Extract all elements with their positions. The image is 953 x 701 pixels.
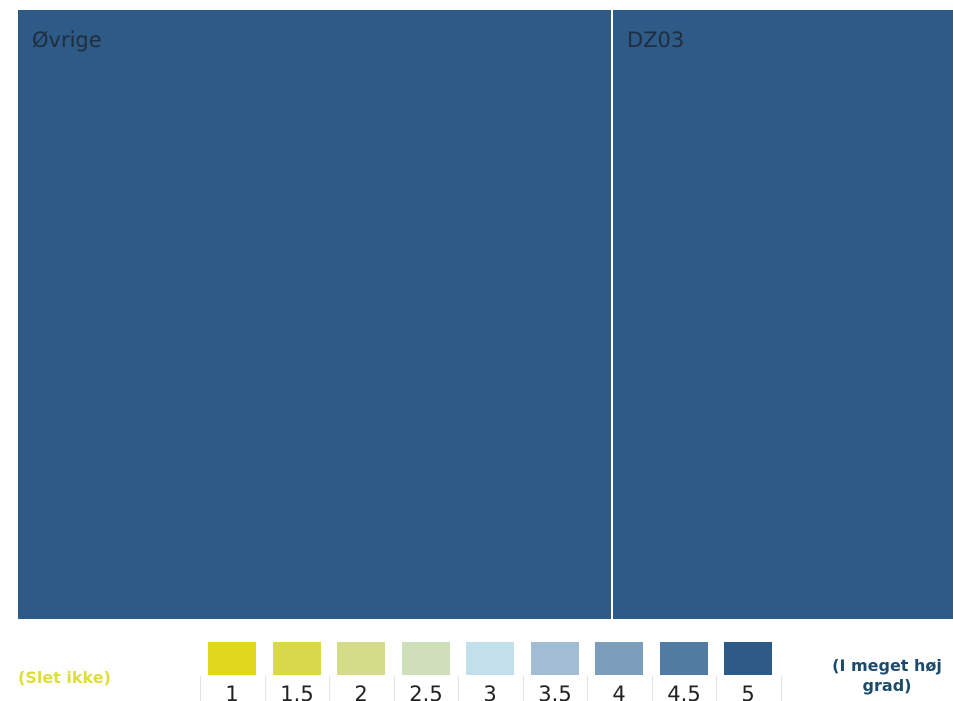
legend-swatch bbox=[337, 642, 385, 675]
legend-separator bbox=[329, 676, 330, 701]
legend-swatch bbox=[402, 642, 450, 675]
legend-separator bbox=[716, 676, 717, 701]
treemap-tile[interactable]: Øvrige bbox=[18, 10, 611, 619]
legend-swatch bbox=[595, 642, 643, 675]
legend-high-label: (I meget høj grad) bbox=[832, 656, 942, 695]
legend-separator bbox=[587, 676, 588, 701]
legend-swatch bbox=[660, 642, 708, 675]
legend-tick-label: 1.5 bbox=[280, 682, 314, 701]
legend-tick-label: 3 bbox=[483, 682, 497, 701]
treemap-plot-area: Øvrige DZ03 bbox=[18, 10, 953, 619]
legend-separator bbox=[458, 676, 459, 701]
treemap-tile-label: DZ03 bbox=[627, 28, 685, 52]
legend-tick-label: 3.5 bbox=[538, 682, 572, 701]
legend-tick-label: 5 bbox=[741, 682, 755, 701]
legend-separator bbox=[523, 676, 524, 701]
legend-separator bbox=[781, 676, 782, 701]
legend-tick-label: 2 bbox=[354, 682, 368, 701]
legend-swatch bbox=[531, 642, 579, 675]
legend-low-label: (Slet ikke) bbox=[18, 668, 111, 687]
legend-swatch bbox=[273, 642, 321, 675]
legend-tick-label: 2.5 bbox=[409, 682, 443, 701]
legend-separator bbox=[200, 676, 201, 701]
legend-separator bbox=[265, 676, 266, 701]
legend-separator bbox=[652, 676, 653, 701]
legend-tick-label: 4 bbox=[612, 682, 626, 701]
legend-swatch bbox=[208, 642, 256, 675]
legend-swatch bbox=[724, 642, 772, 675]
legend-swatch bbox=[466, 642, 514, 675]
treemap-tile[interactable]: DZ03 bbox=[613, 10, 953, 619]
legend-tick-label: 1 bbox=[225, 682, 239, 701]
legend-separator bbox=[394, 676, 395, 701]
treemap-tile-label: Øvrige bbox=[32, 28, 102, 52]
legend-tick-label: 4.5 bbox=[667, 682, 701, 701]
